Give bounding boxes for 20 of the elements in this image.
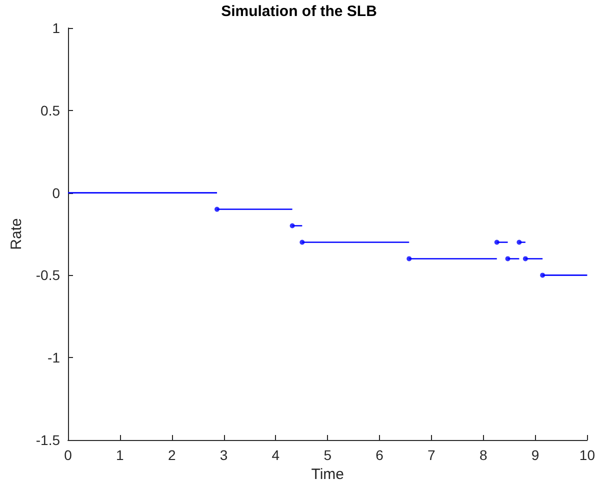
x-tick-label: 4 — [272, 447, 280, 463]
x-tick-label: 9 — [531, 447, 540, 463]
chart-title: Simulation of the SLB — [221, 3, 378, 20]
y-axis-title: Rate — [8, 218, 25, 250]
y-tick-label: -1 — [48, 350, 60, 366]
y-tick-label: 1 — [52, 20, 60, 36]
y-tick-label: 0.5 — [40, 102, 60, 118]
x-tick-label: 8 — [479, 447, 488, 463]
x-tick-label: 7 — [428, 447, 436, 463]
y-tick-label: 0 — [52, 184, 60, 201]
x-axis-title: Time — [311, 466, 344, 483]
x-tick-label: 0 — [64, 447, 72, 463]
y-tick-label: -1.5 — [36, 432, 60, 448]
y-tick-label: -0.5 — [36, 267, 60, 284]
x-tick-label: 2 — [168, 447, 176, 463]
x-tick-label: 3 — [220, 447, 228, 463]
x-tick-label: 10 — [579, 447, 596, 463]
x-tick-label: 1 — [116, 447, 124, 463]
x-tick-label: 5 — [324, 447, 332, 463]
x-tick-label: 6 — [376, 447, 384, 463]
